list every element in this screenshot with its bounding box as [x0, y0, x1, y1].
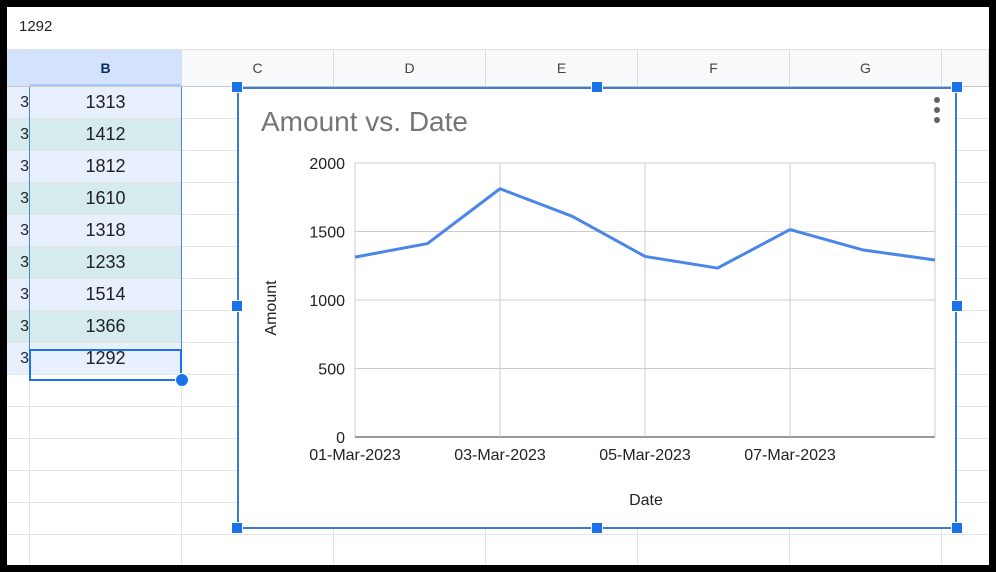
resize-handle-right[interactable] — [951, 300, 963, 312]
x-tick-label: 07-Mar-2023 — [744, 447, 836, 464]
x-axis-label[interactable]: Date — [629, 492, 663, 509]
formula-bar[interactable]: 1292 — [7, 7, 989, 50]
chart-title[interactable]: Amount vs. Date — [261, 106, 468, 137]
cell-b1[interactable]: 1313 — [30, 87, 181, 118]
cell-a8[interactable]: 3 — [7, 311, 29, 342]
chart-object[interactable]: Amount vs. Date 0 500 1000 1500 2000 01-Mar-… — [237, 87, 957, 529]
resize-handle-bottom[interactable] — [591, 522, 603, 534]
y-tick-label: 1500 — [309, 225, 345, 242]
column-header-b[interactable]: B — [30, 50, 182, 86]
cell-a4[interactable]: 3 — [7, 183, 29, 214]
column-header-c[interactable]: C — [182, 50, 334, 86]
cell-b2[interactable]: 1412 — [30, 119, 181, 150]
x-axis-ticks: 01-Mar-2023 03-Mar-2023 05-Mar-2023 07-Mar-… — [309, 447, 836, 464]
data-point[interactable] — [933, 258, 937, 262]
cell-b3[interactable]: 1812 — [30, 151, 181, 182]
chart-gridlines — [354, 162, 936, 438]
y-tick-label: 500 — [318, 362, 345, 379]
series-layer — [353, 187, 937, 270]
cell-a6[interactable]: 3 — [7, 247, 29, 278]
data-point[interactable] — [788, 228, 792, 232]
resize-handle-top-right[interactable] — [951, 81, 963, 93]
resize-handle-top-left[interactable] — [231, 81, 243, 93]
cell-a7[interactable]: 3 — [7, 279, 29, 310]
data-point[interactable] — [353, 255, 357, 259]
column-header-d[interactable]: D — [334, 50, 486, 86]
cell-b4[interactable]: 1610 — [30, 183, 181, 214]
resize-handle-left[interactable] — [231, 300, 243, 312]
series-line[interactable] — [354, 187, 936, 270]
cell-grid[interactable]: 3 3 3 3 3 3 3 3 3 1313 1412 1812 1610 13… — [7, 87, 989, 565]
y-axis-ticks: 0 500 1000 1500 2000 — [309, 156, 345, 447]
cell-b5[interactable]: 1318 — [30, 215, 181, 246]
cell-b6[interactable]: 1233 — [30, 247, 181, 278]
y-tick-label: 1000 — [309, 293, 345, 310]
cell-a3[interactable]: 3 — [7, 151, 29, 182]
chart-menu-icon[interactable] — [931, 97, 943, 125]
fill-handle[interactable] — [175, 373, 189, 387]
column-header-h[interactable] — [942, 50, 989, 86]
cell-a1[interactable]: 3 — [7, 87, 29, 118]
cell-a2[interactable]: 3 — [7, 119, 29, 150]
x-tick-label: 01-Mar-2023 — [309, 447, 401, 464]
column-header-f[interactable]: F — [638, 50, 790, 86]
resize-handle-top[interactable] — [591, 81, 603, 93]
x-tick-label: 05-Mar-2023 — [599, 447, 691, 464]
column-header-e[interactable]: E — [486, 50, 638, 86]
column-header-g[interactable]: G — [790, 50, 942, 86]
data-point[interactable] — [498, 187, 502, 191]
y-tick-label: 2000 — [309, 156, 345, 173]
data-point[interactable] — [716, 266, 720, 270]
data-point[interactable] — [426, 242, 430, 246]
y-tick-label: 0 — [336, 430, 345, 447]
cell-b8[interactable]: 1366 — [30, 311, 181, 342]
cell-a5[interactable]: 3 — [7, 215, 29, 246]
cell-b7[interactable]: 1514 — [30, 279, 181, 310]
spreadsheet-window: 1292 B C D E F G 3 3 3 3 3 3 3 3 3 1313 … — [7, 7, 989, 565]
cell-a9[interactable]: 3 — [7, 343, 29, 374]
data-point[interactable] — [643, 254, 647, 258]
line-chart: Amount vs. Date 0 500 1000 1500 2000 01-Mar-… — [261, 106, 937, 509]
data-point[interactable] — [861, 248, 865, 252]
y-axis-label[interactable]: Amount — [263, 280, 280, 336]
cell-b9[interactable]: 1292 — [30, 343, 181, 374]
x-tick-label: 03-Mar-2023 — [454, 447, 546, 464]
resize-handle-bottom-left[interactable] — [231, 522, 243, 534]
resize-handle-bottom-right[interactable] — [951, 522, 963, 534]
column-header-row: B C D E F G — [7, 50, 989, 87]
formula-bar-value[interactable]: 1292 — [19, 18, 53, 35]
column-header-a[interactable] — [7, 50, 30, 86]
data-point[interactable] — [571, 214, 575, 218]
